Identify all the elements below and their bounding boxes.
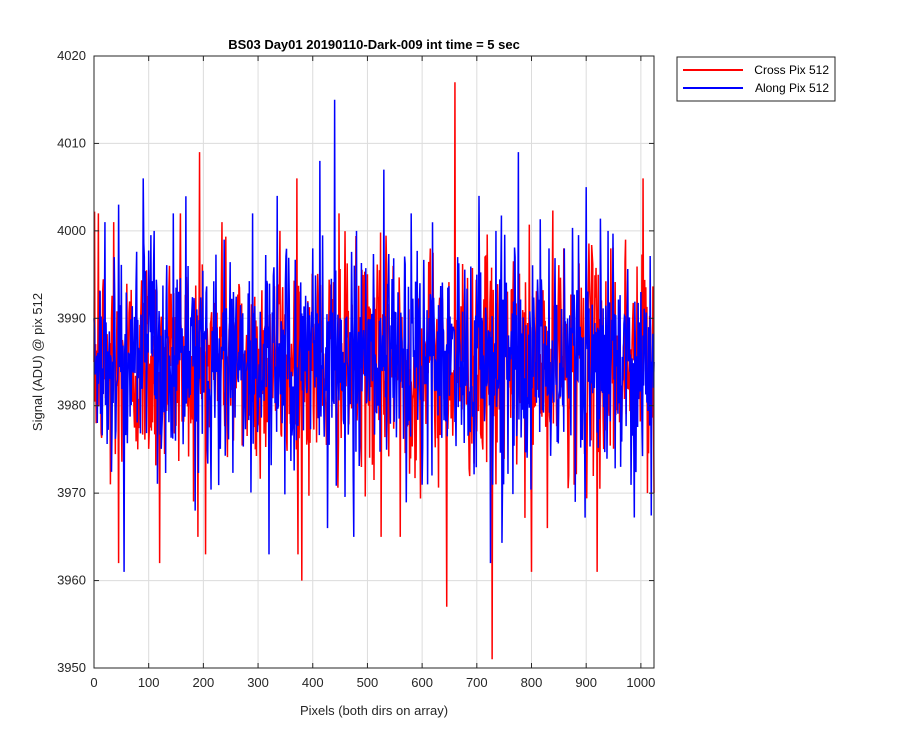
x-tick-label: 200: [193, 675, 215, 690]
x-tick-label: 0: [90, 675, 97, 690]
y-tick-label: 4000: [57, 223, 86, 238]
y-tick-label: 3990: [57, 310, 86, 325]
tick-labels: 0 100 200 300 400 500 600 700 800 900 1000 3950 3960…: [57, 48, 655, 690]
y-tick-label: 3950: [57, 660, 86, 675]
legend-label-along: Along Pix 512: [755, 81, 829, 95]
x-tick-label: 600: [411, 675, 433, 690]
y-axis-title: Signal (ADU) @ pix 512: [30, 293, 45, 431]
y-tick-label: 3970: [57, 485, 86, 500]
x-tick-label: 300: [247, 675, 269, 690]
x-tick-label: 700: [466, 675, 488, 690]
x-tick-label: 800: [521, 675, 543, 690]
legend-box: [676, 56, 836, 102]
x-tick-label: 400: [302, 675, 324, 690]
x-tick-label: 900: [575, 675, 597, 690]
x-tick-label: 1000: [626, 675, 655, 690]
chart-title: BS03 Day01 20190110-Dark-009 int time = …: [228, 37, 520, 52]
x-tick-label: 100: [138, 675, 160, 690]
series-layer: [93, 82, 655, 660]
y-tick-label: 3980: [57, 398, 86, 413]
tick-marks: [93, 55, 654, 669]
plot-area: 0 100 200 300 400 500 600 700 800 900 1000 3950 3960…: [57, 48, 655, 690]
y-tick-label: 4020: [57, 48, 86, 63]
legend[interactable]: Cross Pix 512 Along Pix 512: [676, 56, 836, 102]
x-tick-label: 500: [357, 675, 379, 690]
y-tick-label: 4010: [57, 135, 86, 150]
series-line-along: [93, 99, 655, 572]
y-tick-label: 3960: [57, 573, 86, 588]
legend-label-cross: Cross Pix 512: [754, 63, 829, 77]
axes-box: [93, 55, 655, 669]
x-axis-title: Pixels (both dirs on array): [300, 703, 448, 718]
